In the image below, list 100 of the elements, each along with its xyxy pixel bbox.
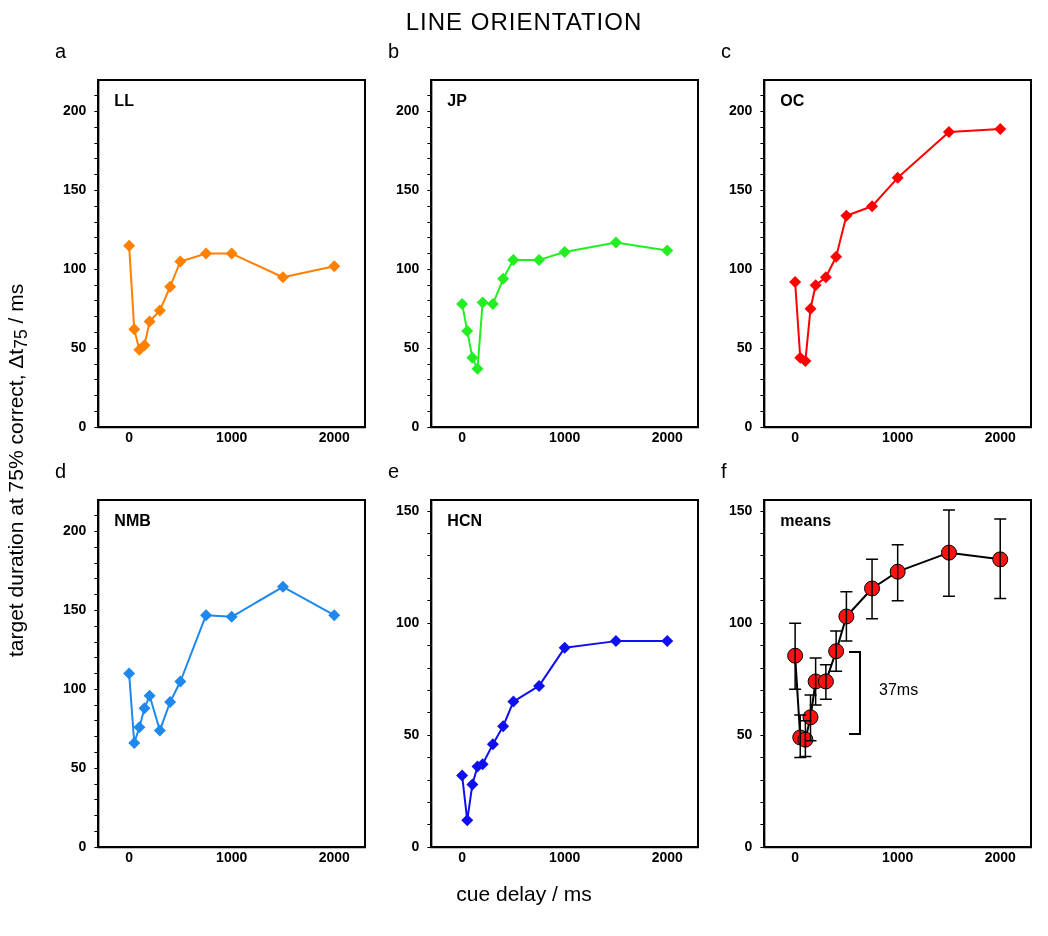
point	[830, 250, 843, 263]
y-tick-label: 200	[396, 102, 420, 119]
point	[558, 641, 571, 654]
point	[891, 171, 904, 184]
point	[200, 609, 213, 622]
x-tick-label: 1000	[216, 849, 248, 866]
x-tick-label: 2000	[984, 849, 1017, 866]
x-tick-label: 1000	[549, 429, 581, 446]
y-tick-label: 100	[396, 614, 420, 631]
point	[174, 255, 187, 268]
point	[497, 272, 510, 285]
x-axis-title: cue delay / ms	[455, 882, 593, 906]
point	[466, 351, 479, 364]
point	[809, 279, 822, 292]
point	[889, 563, 906, 580]
y-tick-label: 150	[396, 181, 420, 198]
y-tick-label: 50	[403, 339, 420, 356]
y-tick-label: 100	[63, 260, 87, 277]
y-tick-label: 0	[411, 838, 420, 855]
chart-title: e	[388, 459, 400, 482]
x-tick-label: 0	[791, 849, 800, 866]
chart-title: c	[721, 39, 731, 62]
point	[164, 696, 177, 709]
point	[840, 209, 853, 222]
point	[471, 362, 484, 375]
text: NMB	[114, 512, 151, 530]
y-tick-label: 100	[729, 260, 753, 277]
y-tick-label: 150	[63, 181, 87, 198]
point	[942, 126, 955, 139]
y-tick-label: 200	[63, 102, 87, 119]
x-tick-label: 2000	[984, 429, 1017, 446]
point	[164, 280, 177, 293]
text: means	[780, 512, 832, 530]
chart-title: a	[55, 39, 67, 62]
point	[866, 200, 879, 213]
point	[456, 769, 469, 782]
x-tick-label: 1000	[549, 849, 581, 866]
point	[133, 721, 146, 734]
y-tick-label: 100	[729, 614, 753, 631]
x-tick-label: 2000	[651, 429, 684, 446]
point	[461, 324, 474, 337]
y-tick-label: 150	[729, 502, 753, 519]
x-tick-label: 0	[458, 429, 467, 446]
point	[276, 580, 289, 593]
point	[225, 247, 238, 260]
point	[486, 738, 499, 751]
y-tick-label: 50	[70, 339, 87, 356]
x-tick-label: 1000	[216, 429, 248, 446]
y-tick-label: 150	[729, 181, 753, 198]
point	[456, 298, 469, 311]
point	[789, 276, 802, 289]
text: OC	[780, 92, 805, 110]
y-tick-label: 0	[411, 418, 420, 435]
point	[838, 608, 855, 625]
point	[153, 304, 166, 317]
point	[174, 675, 187, 688]
point	[486, 298, 499, 311]
x-tick-label: 2000	[318, 429, 351, 446]
chart-title: b	[388, 39, 400, 62]
point	[804, 302, 817, 315]
point	[661, 635, 674, 648]
x-tick-label: 2000	[318, 849, 351, 866]
text: LL	[114, 92, 135, 110]
y-tick-label: 150	[63, 601, 87, 618]
point	[497, 720, 510, 733]
point	[328, 260, 341, 273]
point	[200, 247, 213, 260]
point	[138, 339, 151, 352]
x-tick-label: 1000	[882, 849, 914, 866]
x-tick-label: 0	[458, 849, 467, 866]
point	[819, 271, 832, 284]
y-tick-label: 50	[403, 726, 420, 743]
y-tick-label: 150	[396, 502, 420, 519]
point	[123, 239, 136, 252]
point	[507, 695, 520, 708]
point	[128, 737, 141, 750]
x-tick-label: 0	[125, 429, 134, 446]
point	[609, 236, 622, 249]
point	[153, 724, 166, 737]
point	[143, 315, 156, 328]
text: LINE ORIENTATION	[404, 8, 644, 36]
point	[609, 635, 622, 648]
annotation: 37ms	[879, 681, 919, 699]
y-tick-label: 200	[63, 522, 87, 539]
y-tick-label: 100	[63, 680, 87, 697]
y-tick-label: 0	[78, 838, 87, 855]
y-tick-label: 50	[736, 726, 753, 743]
y-tick-label: 50	[70, 759, 87, 776]
chart-title: f	[721, 459, 727, 482]
point	[466, 778, 479, 791]
point	[507, 253, 520, 266]
point	[143, 689, 156, 702]
point	[533, 679, 546, 692]
point	[328, 609, 341, 622]
point	[558, 246, 571, 259]
point	[276, 271, 289, 284]
x-tick-label: 2000	[651, 849, 684, 866]
point	[994, 122, 1007, 135]
chart-title: d	[55, 459, 67, 482]
text: JP	[447, 92, 468, 110]
